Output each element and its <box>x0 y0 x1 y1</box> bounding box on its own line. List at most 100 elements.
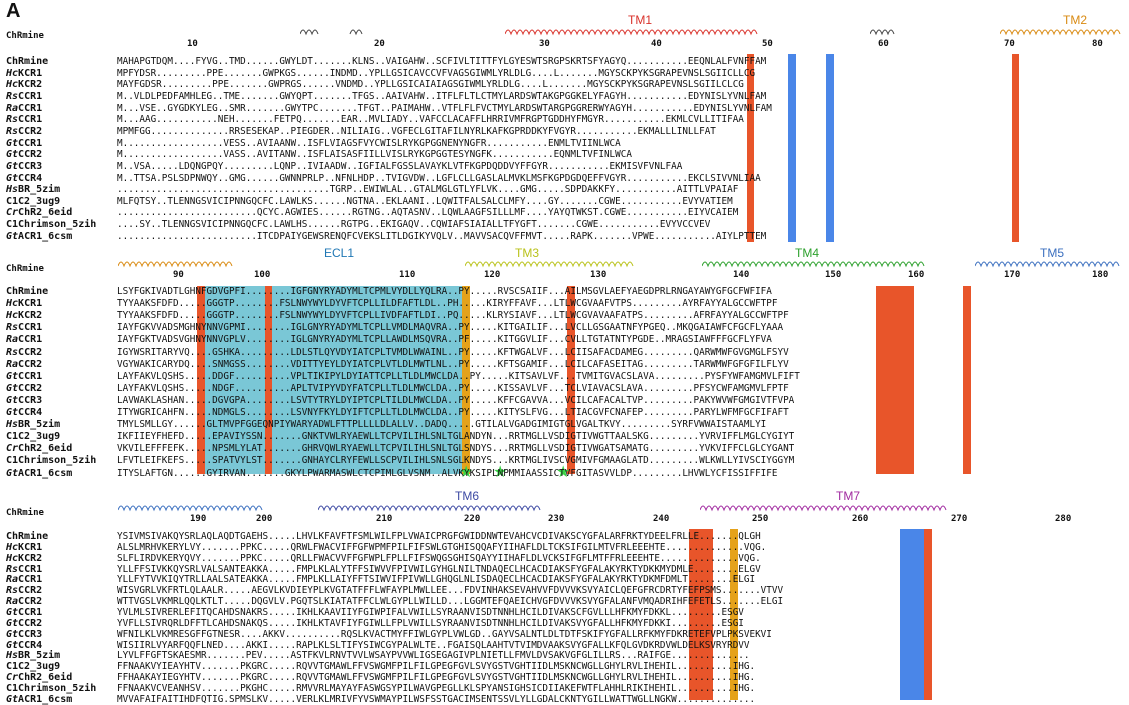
tm6-label: TM6 <box>455 489 479 503</box>
sequence-name-text: CCR2 <box>18 382 43 394</box>
sequence-row: MPFYDSR.........PPE.......GWPKGS......IN… <box>117 67 756 79</box>
sequence-name-prefix: Rs <box>6 322 19 334</box>
sequence-row: WFNILKLVKMRESGFFGTNESR....AKKV..........… <box>117 628 772 640</box>
sequence-name: GtCCR2 <box>6 383 42 394</box>
sequence-name-text: CCR1 <box>18 322 43 334</box>
sequence-name: RaCCR1 <box>6 103 42 114</box>
conserved-column <box>567 286 575 474</box>
sequence-name-text: CCR3 <box>18 628 43 640</box>
tick-label: 120 <box>484 270 501 280</box>
tick-label: 100 <box>254 270 271 280</box>
sequence-name-prefix: Gt <box>6 149 19 161</box>
sequence-name: RsCCR1 <box>6 322 42 333</box>
sequence-name: C1C2_3ug9 <box>6 431 60 442</box>
sequence-name-text: ChRmine <box>6 531 49 542</box>
sequence-row: ......................................TG… <box>117 184 739 196</box>
sequence-name-prefix: Hs <box>6 650 19 662</box>
sequence-name-text: CCR2 <box>18 358 43 370</box>
sequence-name: GtACR1_6csm <box>6 468 72 479</box>
tick-label: 170 <box>1004 270 1021 280</box>
sequence-row: ....SY..TLENNGSVICIPNNGQCFC.LAWLHS......… <box>117 219 711 231</box>
sequence-row: VKVILEFFFEFK.....NPSMLYLAT.......GHRVQWL… <box>117 443 795 455</box>
sequence-name-text: CCR1 <box>18 606 43 618</box>
star-marker: ★ <box>493 462 508 481</box>
sequence-name: HcKCR1 <box>6 68 42 79</box>
sequence-name-text: C1Chrimson_5zih <box>6 682 97 694</box>
sequence-row: TYYAAKSFDFD.....GGGTP........FSLNWYWYLDY… <box>117 298 778 310</box>
tm6-helix <box>318 505 541 512</box>
tick-label: 230 <box>548 514 565 524</box>
conserved-column <box>462 286 470 474</box>
sequence-row: ITYWGRICAHFN.....NDMGLS........LSVNYFKYL… <box>117 407 789 418</box>
sequence-name-text: CCR1 <box>18 102 43 114</box>
sequence-name: HsBR_5zim <box>6 419 60 430</box>
sequence-name-text: ACR1_6csm <box>18 693 73 705</box>
sequence-row: MVVAFAIFAITIHDFQTIG.SPMSLKV.....VERLKLMR… <box>117 693 756 705</box>
sequence-name-prefix: Gt <box>6 382 19 394</box>
sequence-row: TYYAAKSFDFD.....GGGTP........FSLNWYWYLDY… <box>117 310 789 322</box>
sequence-name: HsBR_5zim <box>6 650 60 661</box>
sequence-name-text: CCR2 <box>18 617 43 629</box>
sequence-row: LAVWAKLASHAN.....DGVGPA........LSVTYTRYL… <box>117 394 795 406</box>
sequence-row: FFNAAKVYIEAYHTV.......PKGRC.....RQVVTGMA… <box>117 661 756 673</box>
sequence-name-text: CCR4 <box>18 639 43 651</box>
conserved-column <box>265 286 272 474</box>
conserved-column <box>924 529 932 700</box>
sequence-name: GtCCR1 <box>6 138 42 149</box>
sequence-name: GtCCR4 <box>6 173 42 184</box>
tick-label: 210 <box>376 514 393 524</box>
sequence-name-text: ChRmine <box>6 286 49 297</box>
sequence-name-prefix: Hs <box>6 184 19 196</box>
alignment-block-3: ChRmine TM6 TM7 190 200 210 220 230 240 … <box>0 485 1129 705</box>
sequence-name-prefix: Gt <box>6 628 19 640</box>
tick-label: 20 <box>374 39 385 49</box>
sequence-name-text: CCR1 <box>18 114 43 126</box>
star-marker: ★ <box>459 462 474 481</box>
sequence-name-text: CCR3 <box>18 160 43 172</box>
sequence-name: RaCCR2 <box>6 359 42 370</box>
sequence-row: MLFQTSY..TLENNGSVICIPNNGQCFC.LAWLKS.....… <box>117 195 733 207</box>
sequence-name: GtACR1_6csm <box>6 231 72 242</box>
sequence-name: GtCCR4 <box>6 640 42 651</box>
sequence-name-text: CCR2 <box>18 149 43 161</box>
sequence-name: GtCCR2 <box>6 618 42 629</box>
sequence-name-prefix: Ra <box>6 102 19 114</box>
sequence-row: M...AAG...........NEH.......FETPQ.......… <box>117 114 744 126</box>
sequence-name: RaCCR1 <box>6 574 42 585</box>
ecl1-region <box>197 286 462 474</box>
sequence-row: LAYFAKVLQSHS.....NDGF..........APLTVIPYV… <box>117 382 789 394</box>
sequence-name: HcKCR2 <box>6 553 42 564</box>
sequence-name-text: C1Chrimson_5zih <box>6 455 97 467</box>
sequence-row: FFNAAKVCVEANHSV.......PKGHC.....RMVVRLMA… <box>117 682 756 694</box>
sequence-name-text: CCR1 <box>18 137 43 149</box>
tm2-label: TM2 <box>1063 13 1087 27</box>
sequence-row: TMYLSMLLGY......GLTMVPFGGEQNPIYWARYADWLF… <box>117 419 767 431</box>
sequence-name-prefix: Gt <box>6 160 19 172</box>
sequence-row: M..VSA.....LDQNGPQY.........LQNP..IVIAAD… <box>117 160 683 172</box>
sequence-row: M..................VESS..AVIAANW..ISFLVI… <box>117 137 621 149</box>
sequence-row: YLLFYTVVKIQYTRLLAALSATEAKKA.....FMPLKLLA… <box>117 574 756 586</box>
tick-label: 60 <box>878 39 889 49</box>
conserved-column <box>963 286 971 474</box>
sequence-name-prefix: Hc <box>6 552 19 564</box>
sequence-name-prefix: Rs <box>6 125 19 137</box>
tm7-helix <box>700 505 947 512</box>
sequence-row: YSIVMSIVAKQYSRLAQLAQDTGAEHS.....LHVLKFAV… <box>117 531 761 542</box>
sequence-name-prefix: Ra <box>6 596 19 608</box>
sequence-name-prefix: Gt <box>6 137 19 149</box>
sequence-name-text: CCR1 <box>18 334 43 346</box>
sequence-row: .........................ITCDPAIYGEWSREN… <box>117 230 767 242</box>
sequence-name: CrChR2_6eid <box>6 443 72 454</box>
ecl1-label: ECL1 <box>324 246 355 260</box>
tm7-label: TM7 <box>836 489 860 503</box>
sequence-row: M..VLDLPEDFAMHLEG..TME.......GWYQPT.....… <box>117 90 767 102</box>
sequence-name-prefix: Gt <box>6 606 19 618</box>
sequence-name-prefix: Rs <box>6 346 19 358</box>
sequence-name-prefix: Gt <box>6 394 19 406</box>
sequence-name: GtCCR3 <box>6 161 42 172</box>
sequence-name-text: ChR2_6eid <box>18 207 73 219</box>
sequence-name-prefix: Ra <box>6 358 19 370</box>
sequence-name-prefix: Rs <box>6 585 19 597</box>
star-marker: ★ <box>556 462 571 481</box>
sequence-row: ALSLMRHVKERYLVY.......PPKC.....QRWLFWACV… <box>117 541 767 553</box>
